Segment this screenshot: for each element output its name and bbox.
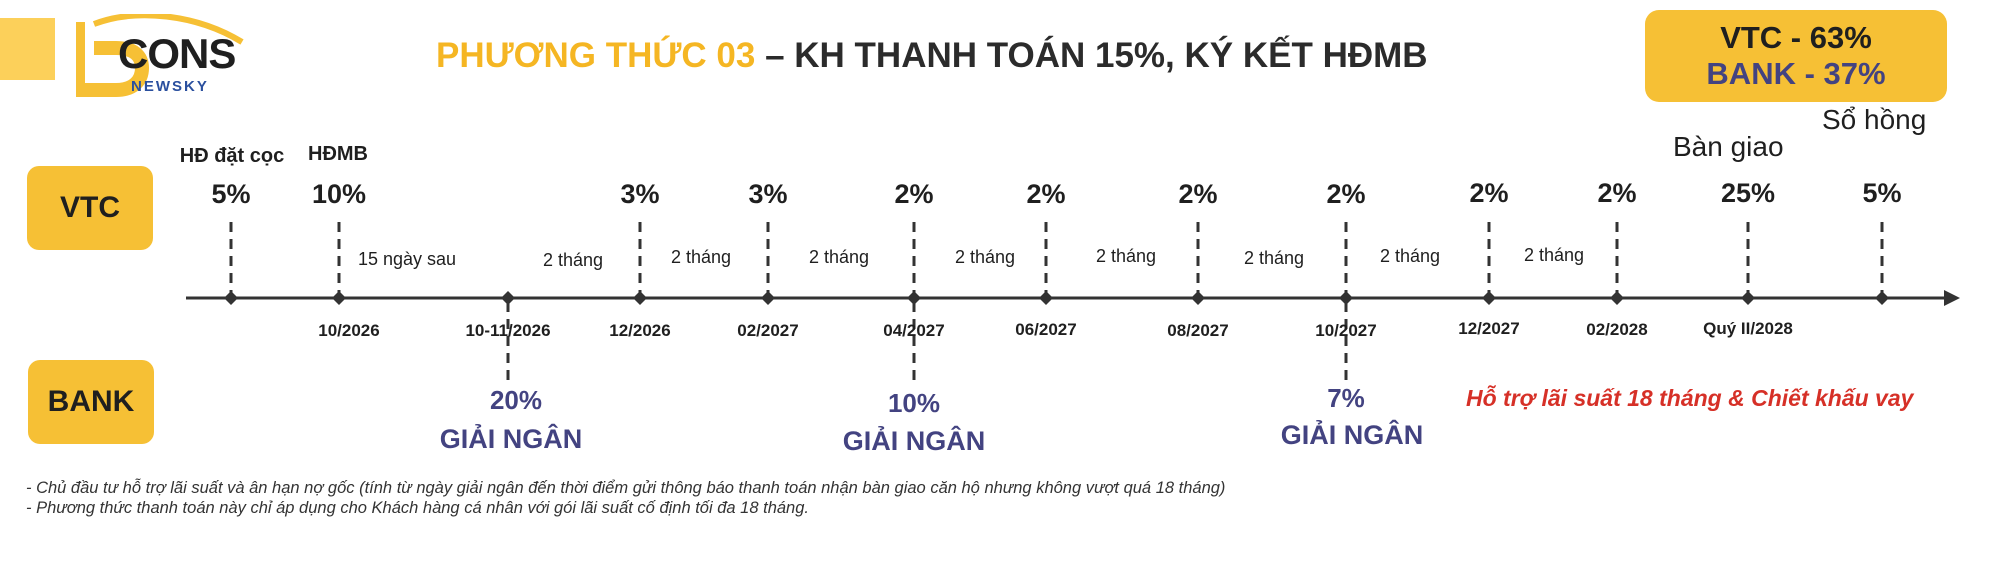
milestone-percent: 2% — [1326, 179, 1365, 209]
interval-label: 2 tháng — [1380, 246, 1440, 266]
ban-giao-label: Bàn giao — [1673, 131, 1784, 162]
milestone-date: 10-11/2026 — [465, 321, 550, 340]
milestone-percent: 2% — [1597, 178, 1636, 208]
disbursement-percent: 20% — [490, 385, 542, 415]
disbursement-label: GIẢI NGÂN — [843, 424, 986, 456]
milestone-dashes — [229, 222, 1884, 380]
interval-label: 2 tháng — [671, 247, 731, 267]
milestone-above-label: HĐ đặt cọc — [180, 145, 284, 167]
milestone-percent: 2% — [894, 179, 933, 209]
interval-label: 2 tháng — [543, 250, 603, 270]
interval-label: 2 tháng — [1244, 248, 1304, 268]
milestone-percent: 2% — [1469, 178, 1508, 208]
milestone-percent: 5% — [211, 179, 250, 209]
milestone-date: 02/2027 — [737, 321, 798, 340]
interval-label: 2 tháng — [809, 247, 869, 267]
disbursement-label: GIẢI NGÂN — [440, 422, 583, 454]
interest-support-text: Hỗ trợ lãi suất 18 tháng & Chiết khấu va… — [1466, 385, 1914, 411]
disbursement-percent: 10% — [888, 388, 940, 418]
interval-label: 2 tháng — [1524, 245, 1584, 265]
interval-label: 2 tháng — [955, 247, 1015, 267]
milestone-percent: 2% — [1026, 179, 1065, 209]
milestone-date: 12/2027 — [1458, 319, 1519, 338]
disbursement-label: GIẢI NGÂN — [1281, 418, 1424, 450]
milestone-date: 04/2027 — [883, 321, 944, 340]
title-accent: PHƯƠNG THỨC 03 — [436, 36, 756, 75]
footnote-line: - Phương thức thanh toán này chỉ áp dụng… — [26, 499, 809, 517]
milestone-date: 12/2026 — [609, 321, 670, 340]
bank-badge: BANK — [28, 360, 154, 444]
vtc-badge: VTC — [27, 166, 153, 250]
ratio-vtc: VTC - 63% — [1720, 20, 1872, 55]
milestone-date: 06/2027 — [1015, 320, 1076, 339]
logo-icon — [76, 14, 244, 97]
milestone-percent: 2% — [1178, 179, 1217, 209]
footnote-line: - Chủ đầu tư hỗ trợ lãi suất và ân hạn n… — [26, 479, 1226, 497]
milestone-dots — [224, 291, 1889, 305]
timeline-arrow-icon — [1944, 290, 1960, 306]
footnotes: - Chủ đầu tư hỗ trợ lãi suất và ân hạn n… — [26, 478, 1225, 518]
milestone-percent: 5% — [1862, 178, 1901, 208]
ratio-bank: BANK - 37% — [1706, 56, 1886, 91]
interval-label: 2 tháng — [1096, 246, 1156, 266]
milestone-above-label: HĐMB — [308, 143, 368, 165]
milestone-percent: 3% — [748, 179, 787, 209]
milestone-date: 10/2027 — [1315, 321, 1376, 340]
logo-subtitle: NEWSKY — [131, 78, 209, 95]
page-title: PHƯƠNG THỨC 03 – KH THANH TOÁN 15%, KÝ K… — [436, 36, 1428, 76]
ratio-box: VTC - 63% BANK - 37% — [1645, 10, 1947, 102]
logo-word: CONS — [118, 30, 236, 77]
milestone-date: 10/2026 — [318, 321, 379, 340]
milestone-date: 02/2028 — [1586, 320, 1647, 339]
milestone-percent: 3% — [620, 179, 659, 209]
decorative-yellow-block — [0, 18, 55, 80]
milestone-date: Quý II/2028 — [1703, 319, 1793, 338]
milestone-date: 08/2027 — [1167, 321, 1228, 340]
so-hong-label: Sổ hồng — [1822, 104, 1927, 135]
title-rest: – KH THANH TOÁN 15%, KÝ KẾT HĐMB — [755, 36, 1428, 75]
disbursement-percent: 7% — [1327, 383, 1365, 413]
milestone-percent: 25% — [1721, 178, 1775, 208]
interval-label: 15 ngày sau — [358, 249, 456, 269]
milestone-percent: 10% — [312, 179, 366, 209]
